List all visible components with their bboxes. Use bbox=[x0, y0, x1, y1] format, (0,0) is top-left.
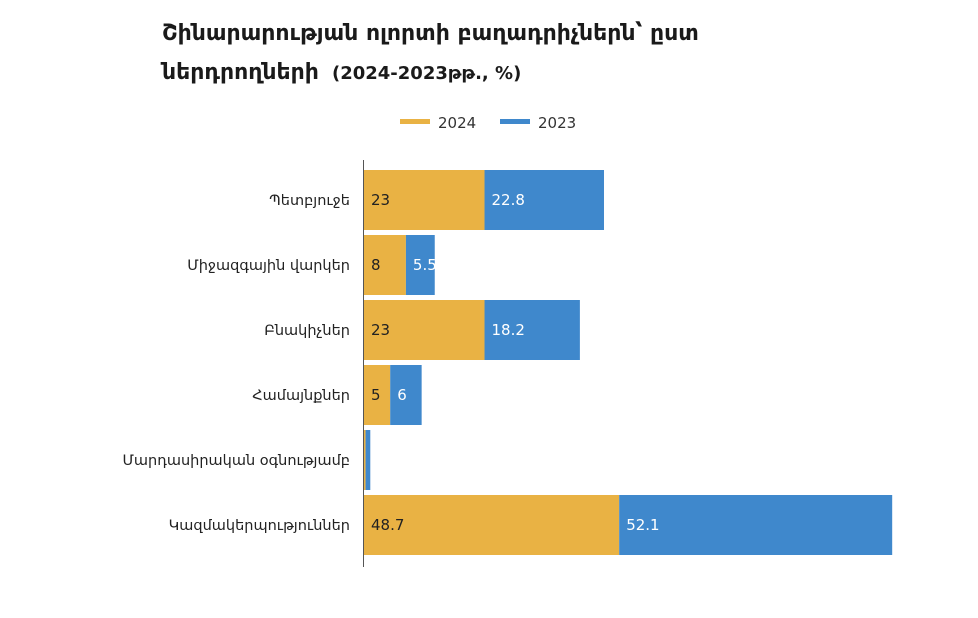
chart-title-suffix: (2024-2023թթ., %) bbox=[332, 63, 521, 84]
data-label-2023: 22.8 bbox=[492, 191, 525, 209]
category-label: Մարդասիրական օգնությամբ bbox=[122, 453, 350, 469]
data-label-2024: 23 bbox=[371, 191, 390, 209]
data-label-2023: 6 bbox=[397, 386, 407, 404]
bar-2024 bbox=[364, 495, 620, 555]
data-label-2024: 5 bbox=[371, 386, 381, 404]
bar-2024 bbox=[364, 430, 366, 490]
bar-2024 bbox=[364, 300, 485, 360]
data-label-2024: 8 bbox=[371, 256, 381, 274]
category-label: Կազմակերպություններ bbox=[169, 518, 350, 534]
bar-2024 bbox=[364, 235, 406, 295]
plot-area: Պետբյուջե 23 22.8 Միջազգային վարկեր 8 5.5 Բնակ… bbox=[122, 170, 893, 555]
legend-swatch-2024 bbox=[400, 119, 430, 124]
chart-title-line2: ներդրողների bbox=[160, 60, 319, 85]
legend-swatch-2023 bbox=[500, 119, 530, 124]
category-label: Միջազգային վարկեր bbox=[187, 258, 350, 274]
bar-2023 bbox=[365, 430, 371, 490]
chart-title-line1: Շինարարության ոլորտի բաղադրիչներն՝ ըստ bbox=[162, 21, 699, 46]
category-label: Համայնքներ bbox=[252, 388, 350, 404]
bar-2024 bbox=[364, 170, 485, 230]
legend-label-2024: 2024 bbox=[438, 114, 476, 132]
category-label: Պետբյուջե bbox=[269, 193, 350, 209]
data-label-2023: 5.5 bbox=[413, 256, 437, 274]
bar-2023 bbox=[390, 365, 422, 425]
chart-title-line2-group: ներդրողների (2024-2023թթ., %) bbox=[160, 60, 521, 85]
bar-2023 bbox=[619, 495, 893, 555]
chart-title: Շինարարության ոլորտի բաղադրիչներն՝ ըստ ն… bbox=[160, 21, 699, 85]
bar-2023 bbox=[405, 235, 435, 295]
legend-label-2023: 2023 bbox=[538, 114, 576, 132]
data-label-2023: 52.1 bbox=[626, 516, 659, 534]
bar-2024 bbox=[364, 365, 391, 425]
data-label-2023: 18.2 bbox=[492, 321, 525, 339]
data-label-2023: 0.9 bbox=[373, 451, 397, 469]
chart-legend: 2024 2023 bbox=[400, 114, 576, 132]
bar-2023 bbox=[484, 300, 580, 360]
data-label-2024: 23 bbox=[371, 321, 390, 339]
data-label-2024: 48.7 bbox=[371, 516, 404, 534]
bar-2023 bbox=[484, 170, 604, 230]
category-label: Բնակիչներ bbox=[264, 323, 350, 339]
